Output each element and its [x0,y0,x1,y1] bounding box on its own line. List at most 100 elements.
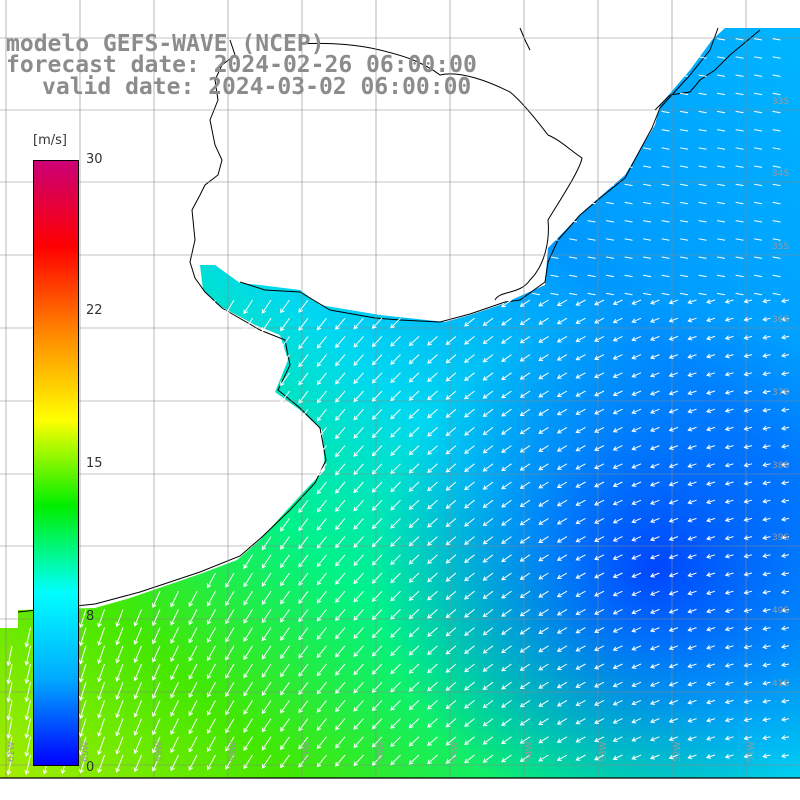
wind-arrow-head [501,630,506,635]
wind-arrow [613,481,623,487]
wind-arrow-head [706,317,712,323]
wind-arrow-head [316,635,322,640]
wind-arrow-head [316,380,322,386]
wind-arrow-head [724,371,730,377]
wind-arrow [763,426,771,430]
wind-arrow-head [594,319,599,324]
wind-arrow-head [631,536,637,542]
wind-arrow-head [335,689,340,694]
wind-arrow-head [556,319,562,325]
wind-arrow-head [706,754,712,759]
wind-arrow [717,256,726,259]
wind-arrow [781,699,790,703]
wind-arrow [594,645,605,651]
wind-arrow [335,627,346,639]
wind-arrow [483,445,494,454]
wind-arrow-head [335,561,340,567]
wind-arrow [280,536,290,550]
wind-arrow-head [501,721,506,726]
wind-arrow-head [631,573,637,578]
wind-arrow [688,390,697,395]
wind-arrow [569,238,578,241]
wind-arrow-head [115,640,121,646]
wind-arrow-head [243,691,248,697]
wind-arrow-head [612,373,618,378]
wind-arrow [594,426,605,433]
wind-arrow-head [298,417,303,422]
wind-arrow-head [445,759,451,764]
wind-arrow [688,754,697,759]
wind-arrow-head [762,571,768,577]
wind-arrow-head [781,753,786,759]
wind-arrow [763,335,771,339]
wind-arrow-head [501,503,506,508]
wind-arrow [116,645,124,663]
wind-arrow [298,354,309,367]
wind-arrow [446,354,457,364]
wind-arrow-head [501,430,506,435]
wind-arrow [781,627,790,630]
wind-arrow [698,129,707,132]
wind-arrow-head [724,298,730,304]
wind-arrow-head [353,561,359,567]
wind-arrow-head [575,556,581,561]
wind-arrow [79,663,87,682]
wind-arrow-head [743,462,749,468]
wind-arrow-head [668,427,674,432]
wind-arrow [464,554,475,563]
wind-arrow [390,336,401,347]
wind-arrow-head [408,523,414,529]
wind-arrow-head [206,583,212,589]
wind-arrow-head [631,336,637,342]
wind-arrow [772,74,781,77]
wind-arrow [316,609,327,622]
wind-arrow [781,372,790,375]
wind-arrow [353,372,364,384]
wind-arrow-head [390,341,395,347]
wind-arrow-head [280,363,285,368]
wind-arrow [688,372,697,377]
wind-arrow [316,572,327,585]
wind-arrow [688,645,697,650]
wind-arrow [576,536,586,543]
wind-arrow-head [353,470,359,476]
wind-arrow-head [743,407,749,413]
wind-arrow-head [556,611,562,616]
wind-arrow [483,335,494,344]
wind-arrow-head [612,701,618,706]
wind-arrow-head [298,599,303,604]
wind-arrow-head [390,505,395,511]
wind-arrow-head [390,760,395,766]
wind-arrow-head [206,747,212,753]
wind-arrow [698,238,707,241]
wind-arrow-head [482,740,488,745]
wind-arrow-head [538,647,544,653]
wind-arrow-head [6,734,12,739]
wind-arrow [569,256,578,259]
wind-arrow [501,499,512,508]
wind-arrow-head [371,761,377,766]
wind-arrow [188,609,198,625]
wind-arrow [754,201,763,205]
wind-arrow [298,317,309,331]
wind-arrow [316,627,327,640]
wind-arrow-head [445,540,451,546]
wind-arrow [650,390,660,395]
wind-arrow [754,256,763,259]
wind-arrow [587,292,596,296]
wind-arrow [706,335,716,340]
wind-arrow-head [743,353,749,359]
wind-arrow [79,718,87,737]
wind-arrow [680,129,689,132]
wind-arrow-head [151,639,157,645]
wind-arrow [669,608,679,614]
wind-arrow [353,408,364,421]
wind-arrow-head [556,574,562,580]
wind-arrow-head [519,739,525,744]
wind-arrow-head [408,341,414,347]
wind-arrow-head [538,684,544,689]
wind-arrow [538,299,549,307]
wind-arrow [372,317,383,329]
wind-arrow [680,110,689,114]
wind-arrow [483,627,494,636]
